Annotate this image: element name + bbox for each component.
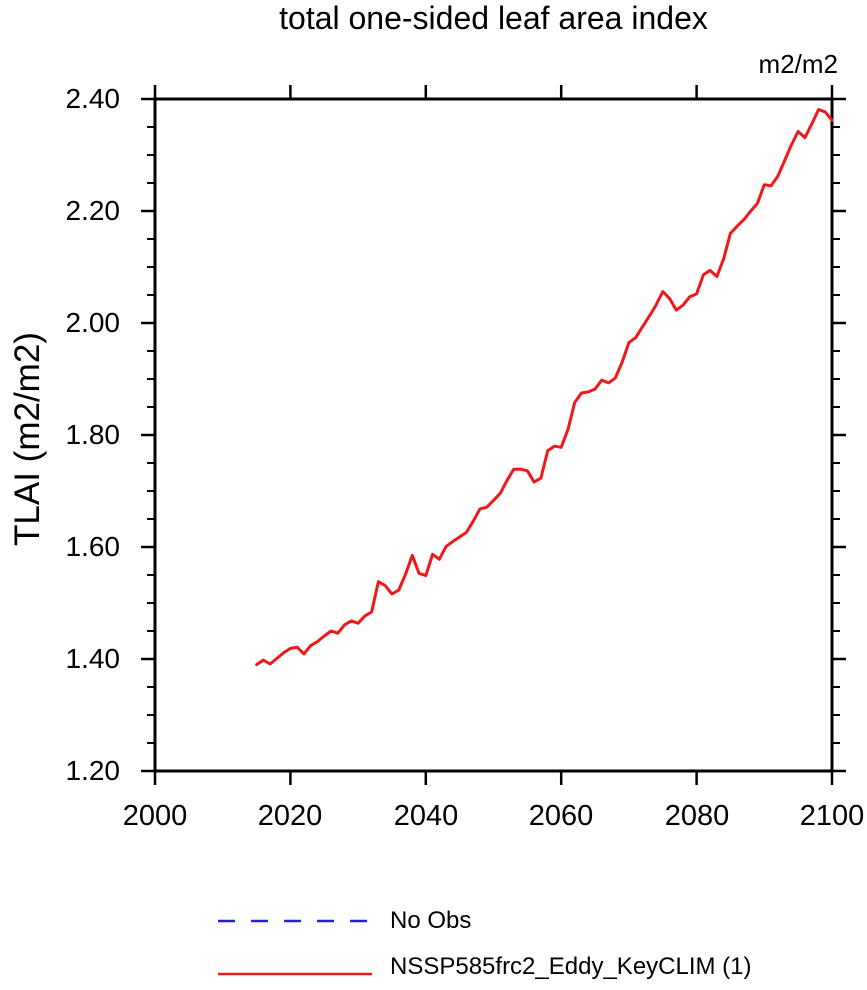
y-tick-label: 1.60 [65, 531, 121, 562]
x-tick-label: 2040 [393, 800, 459, 832]
x-tick-label: 2060 [528, 800, 594, 832]
y-tick-label: 1.20 [65, 755, 121, 786]
chart-title: total one-sided leaf area index [279, 0, 708, 36]
x-tick-label: 2100 [799, 800, 865, 832]
y-tick-label: 2.20 [65, 195, 121, 226]
legend-line-samples [218, 919, 372, 976]
x-tick-label: 2000 [122, 800, 188, 832]
y-tick-label: 1.80 [65, 419, 121, 450]
legend-label-no-obs: No Obs [390, 907, 472, 934]
x-tick-label: 2080 [664, 800, 730, 832]
axis-ticks [141, 85, 846, 785]
y-tick-label: 1.40 [65, 643, 121, 674]
y-tick-label: 2.00 [65, 307, 121, 338]
data-series-lines [255, 108, 834, 667]
y-tick-label: 2.40 [65, 83, 121, 114]
x-tick-label: 2020 [257, 800, 323, 832]
legend-label-series: NSSP585frc2_Eddy_KeyCLIM (1) [390, 953, 752, 980]
series-line [255, 108, 834, 667]
plot-frame [153, 97, 834, 773]
units-label: m2/m2 [758, 49, 838, 79]
